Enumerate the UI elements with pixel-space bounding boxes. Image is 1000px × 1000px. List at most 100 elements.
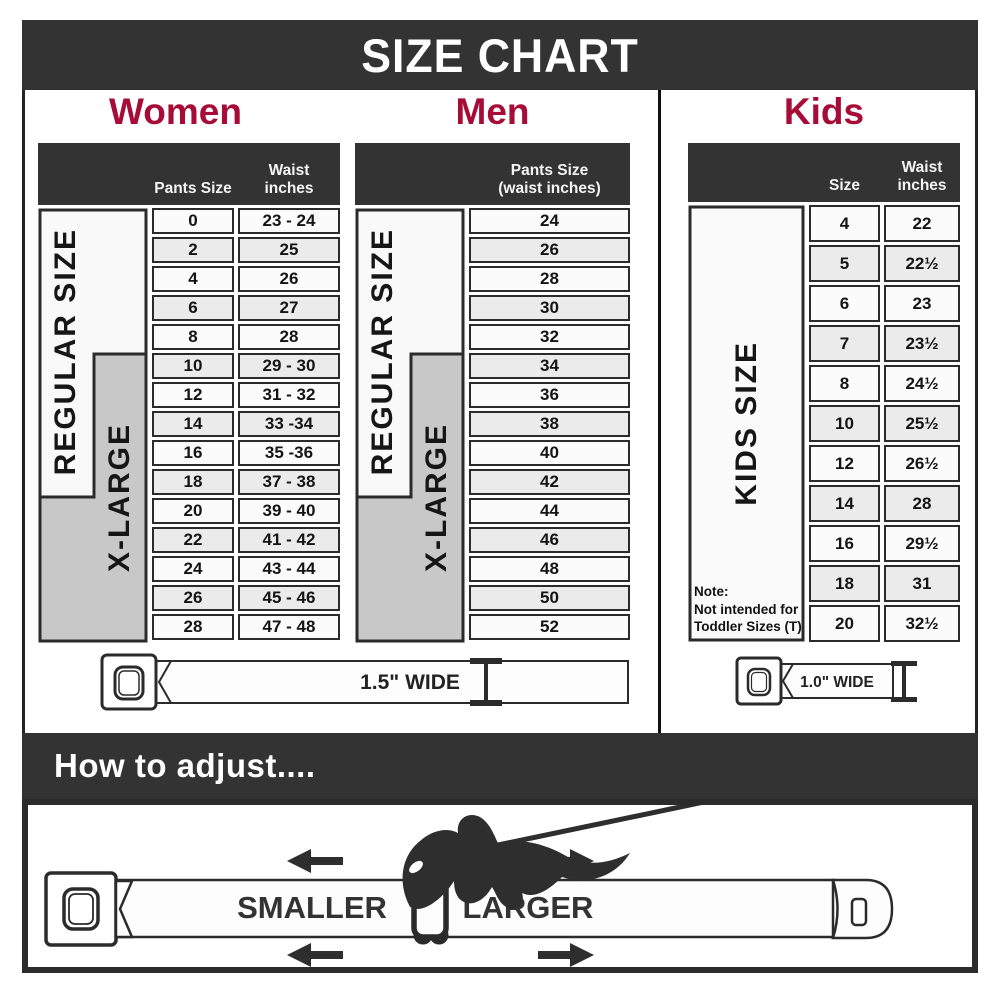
kids-table-rows: 4 22 5 22½ 6 23 7 23½ 8 24½ 10 25½ 12 26½ 14 28 16 29½ 18 3… [809, 205, 960, 642]
table-row: 28 47 - 48 [152, 614, 340, 640]
table-row: 2 25 [152, 237, 340, 263]
table-cell: 52 [469, 614, 630, 640]
adjustment-illustration-svg: SMALLER LARGER [44, 805, 894, 967]
kids-belt-diagram: 1.0" WIDE [735, 656, 917, 706]
table-cell: 23½ [884, 325, 960, 362]
table-row: 40 [469, 440, 630, 466]
table-cell: 0 [152, 208, 234, 234]
table-cell: 32 [469, 324, 630, 350]
table-cell: 35 -36 [238, 440, 340, 466]
table-cell: 43 - 44 [238, 556, 340, 582]
adult-belt-width-label: 1.5" WIDE [360, 671, 460, 694]
men-size-table: Pants Size (waist inches) REGULAR SIZE X… [355, 143, 630, 646]
width-measure-icon [470, 658, 502, 664]
kids-table-header: Size Waist inches [688, 143, 960, 202]
table-row: 4 22 [809, 205, 960, 242]
content-frame: SIZE CHART Women Men Kids Pants Size Wai… [22, 20, 978, 973]
women-pants-size-header: Pants Size [154, 180, 232, 198]
table-cell: 10 [809, 405, 880, 442]
men-pants-size-header: Pants Size (waist inches) [498, 161, 601, 198]
men-xlarge-label: X-LARGE [420, 423, 453, 572]
women-table-header: Pants Size Waist inches [38, 143, 340, 205]
table-cell: 40 [469, 440, 630, 466]
table-cell: 28 [152, 614, 234, 640]
table-row: 14 28 [809, 485, 960, 522]
table-cell: 22 [884, 205, 960, 242]
table-row: 10 25½ [809, 405, 960, 442]
table-cell: 26½ [884, 445, 960, 482]
table-cell: 38 [469, 411, 630, 437]
table-cell: 16 [152, 440, 234, 466]
table-cell: 22 [152, 527, 234, 553]
table-row: 42 [469, 469, 630, 495]
table-cell: 30 [469, 295, 630, 321]
table-row: 14 33 -34 [152, 411, 340, 437]
table-cell: 34 [469, 353, 630, 379]
table-cell: 26 [238, 266, 340, 292]
table-row: 8 28 [152, 324, 340, 350]
table-cell: 5 [809, 245, 880, 282]
table-cell: 24 [469, 208, 630, 234]
women-size-range-shapes [38, 208, 148, 643]
kids-size-table: Size Waist inches KIDS SIZE Note: Not in… [688, 143, 960, 645]
table-row: 6 27 [152, 295, 340, 321]
table-cell: 18 [152, 469, 234, 495]
table-cell: 18 [809, 565, 880, 602]
table-row: 18 31 [809, 565, 960, 602]
table-cell: 25 [238, 237, 340, 263]
table-cell: 8 [152, 324, 234, 350]
table-cell: 31 [884, 565, 960, 602]
table-cell: 50 [469, 585, 630, 611]
kids-section-divider [658, 90, 661, 733]
table-row: 38 [469, 411, 630, 437]
women-xlarge-label: X-LARGE [103, 423, 136, 572]
table-row: 24 [469, 208, 630, 234]
women-section-title: Women [109, 91, 242, 132]
table-cell: 20 [152, 498, 234, 524]
kids-size-label: KIDS SIZE [729, 341, 763, 506]
table-cell: 22½ [884, 245, 960, 282]
table-row: 32 [469, 324, 630, 350]
seatbelt-buckle-icon [100, 653, 158, 711]
belt-tip [831, 878, 894, 940]
table-cell: 29½ [884, 525, 960, 562]
table-cell: 48 [469, 556, 630, 582]
kids-section-title: Kids [783, 91, 865, 132]
table-row: 16 29½ [809, 525, 960, 562]
table-cell: 24½ [884, 365, 960, 402]
table-cell: 29 - 30 [238, 353, 340, 379]
men-regular-size-label: REGULAR SIZE [366, 228, 399, 476]
table-row: 10 29 - 30 [152, 353, 340, 379]
table-row: 20 39 - 40 [152, 498, 340, 524]
table-cell: 36 [469, 382, 630, 408]
table-row: 26 45 - 46 [152, 585, 340, 611]
table-cell: 2 [152, 237, 234, 263]
table-cell: 14 [809, 485, 880, 522]
table-row: 26 [469, 237, 630, 263]
adult-belt-diagram: 1.5" WIDE [100, 653, 629, 711]
table-cell: 27 [238, 295, 340, 321]
table-cell: 4 [152, 266, 234, 292]
pull-strap-line [497, 805, 702, 848]
table-cell: 32½ [884, 605, 960, 642]
table-cell: 31 - 32 [238, 382, 340, 408]
table-cell: 41 - 42 [238, 527, 340, 553]
table-row: 12 26½ [809, 445, 960, 482]
table-cell: 42 [469, 469, 630, 495]
how-to-adjust-title: How to adjust.... [54, 747, 316, 784]
table-cell: 14 [152, 411, 234, 437]
table-row: 36 [469, 382, 630, 408]
table-cell: 24 [152, 556, 234, 582]
table-row: 52 [469, 614, 630, 640]
table-cell: 39 - 40 [238, 498, 340, 524]
how-to-adjust-band: How to adjust.... [22, 733, 978, 799]
table-row: 20 32½ [809, 605, 960, 642]
hand-icon [402, 814, 630, 910]
kids-size-header: Size [828, 177, 860, 195]
women-waist-header: Waist inches [264, 161, 314, 198]
table-cell: 10 [152, 353, 234, 379]
table-row: 5 22½ [809, 245, 960, 282]
table-row: 16 35 -36 [152, 440, 340, 466]
arrow-right-icon [538, 943, 594, 967]
